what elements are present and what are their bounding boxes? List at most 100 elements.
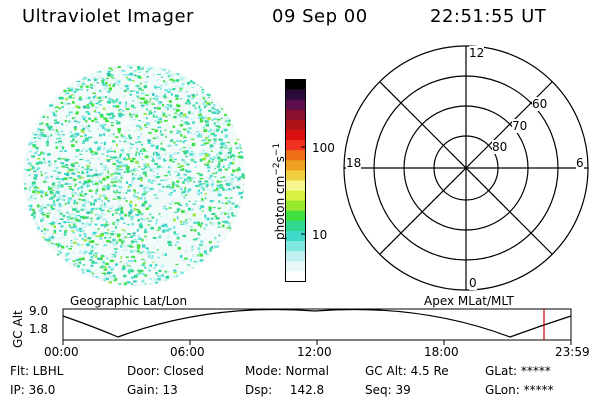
image-pixel — [87, 105, 90, 107]
image-pixel — [201, 95, 204, 98]
image-pixel — [53, 200, 55, 204]
image-pixel — [90, 211, 93, 214]
image-pixel — [232, 169, 236, 173]
image-pixel — [163, 158, 166, 161]
image-pixel — [56, 190, 60, 194]
image-pixel — [95, 107, 98, 109]
image-pixel — [209, 249, 212, 252]
image-pixel — [121, 233, 125, 235]
image-pixel — [135, 124, 140, 127]
image-pixel — [190, 208, 194, 211]
image-pixel — [209, 247, 212, 250]
image-pixel — [57, 171, 60, 174]
image-pixel — [60, 198, 64, 201]
image-pixel — [117, 66, 121, 69]
colorbar-cell — [285, 99, 306, 111]
image-pixel — [148, 131, 152, 134]
image-pixel — [103, 202, 106, 206]
image-pixel — [211, 132, 215, 135]
image-pixel — [59, 133, 64, 137]
image-pixel — [153, 258, 157, 261]
image-pixel — [87, 136, 90, 139]
image-pixel — [229, 201, 231, 204]
image-pixel — [33, 197, 37, 200]
image-pixel — [124, 85, 127, 87]
image-pixel — [122, 165, 124, 167]
image-pixel — [33, 188, 36, 190]
image-pixel — [39, 171, 42, 173]
image-pixel — [140, 132, 142, 136]
image-pixel — [187, 98, 190, 100]
image-pixel — [107, 100, 112, 104]
image-pixel — [94, 262, 98, 264]
image-pixel — [141, 258, 145, 260]
image-pixel — [187, 191, 190, 193]
image-pixel — [81, 244, 84, 246]
image-pixel — [90, 250, 94, 253]
image-pixel — [101, 81, 105, 84]
image-pixel — [131, 283, 134, 285]
colorbar-cell — [285, 119, 306, 131]
image-pixel — [185, 219, 188, 221]
image-pixel — [140, 77, 143, 79]
image-pixel — [103, 185, 107, 188]
image-pixel — [47, 240, 51, 242]
glat-readout: GLat: ***** — [485, 364, 551, 378]
colorbar-cell — [285, 79, 306, 90]
image-pixel — [98, 173, 102, 176]
image-pixel — [151, 103, 155, 105]
image-pixel — [227, 156, 231, 159]
image-pixel — [133, 168, 137, 170]
image-pixel — [38, 125, 42, 127]
image-pixel — [60, 218, 64, 220]
image-pixel — [64, 227, 68, 230]
image-pixel — [95, 102, 99, 105]
image-pixel — [193, 181, 196, 183]
image-pixel — [152, 162, 155, 164]
image-pixel — [173, 269, 177, 272]
image-pixel — [121, 135, 125, 138]
polar-diagonal-2 — [379, 81, 553, 255]
image-pixel — [75, 104, 80, 107]
dsp-value: 142.8 — [289, 383, 325, 397]
image-pixel — [43, 227, 46, 231]
image-pixel — [70, 140, 73, 143]
image-pixel — [188, 111, 191, 114]
image-pixel — [74, 226, 79, 230]
image-pixel — [118, 101, 122, 105]
image-pixel — [81, 149, 83, 152]
image-pixel — [95, 254, 98, 258]
image-pixel — [110, 147, 112, 149]
image-pixel — [34, 141, 37, 143]
image-pixel — [32, 181, 36, 185]
image-pixel — [185, 155, 188, 158]
image-pixel — [68, 112, 71, 116]
image-pixel — [30, 182, 34, 185]
image-pixel — [218, 191, 220, 195]
image-pixel — [197, 254, 199, 257]
image-pixel — [99, 134, 102, 137]
image-pixel — [204, 217, 207, 221]
image-pixel — [72, 252, 76, 254]
image-pixel — [145, 186, 149, 188]
image-pixel — [40, 194, 43, 198]
image-pixel — [91, 99, 96, 102]
image-pixel — [193, 261, 197, 263]
image-pixel — [227, 164, 231, 166]
image-pixel — [172, 152, 177, 155]
image-pixel — [103, 272, 107, 275]
image-pixel — [184, 257, 188, 260]
image-pixel — [71, 88, 73, 92]
image-pixel — [172, 161, 175, 163]
image-pixel — [173, 158, 177, 161]
image-pixel — [93, 180, 96, 182]
image-pixel — [88, 172, 91, 175]
image-pixel — [231, 202, 235, 205]
image-pixel — [164, 270, 169, 273]
image-pixel — [201, 91, 204, 94]
image-pixel — [66, 258, 68, 262]
image-pixel — [84, 234, 87, 238]
image-pixel — [168, 114, 171, 116]
image-pixel — [71, 230, 75, 232]
image-pixel — [110, 276, 114, 279]
